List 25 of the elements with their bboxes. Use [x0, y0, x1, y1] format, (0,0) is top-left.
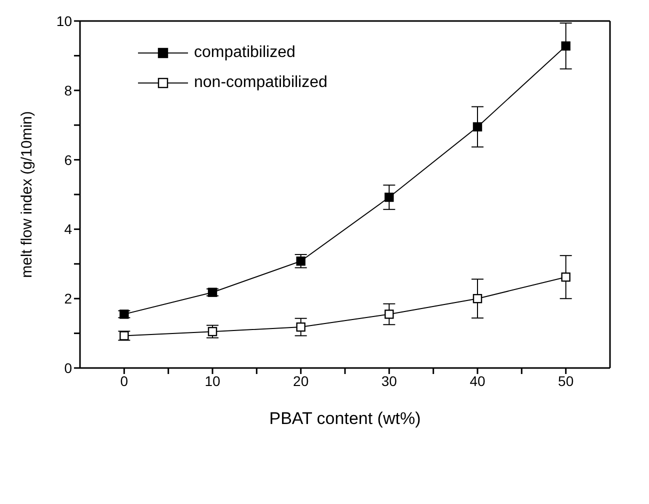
x-tick-label: 30: [381, 372, 398, 389]
point: [296, 256, 306, 266]
point: [296, 322, 306, 332]
y-tick-label: 6: [64, 152, 72, 168]
legend-label: compatibilized: [194, 44, 296, 62]
point: [120, 310, 129, 319]
y-tick-label: 2: [64, 290, 72, 307]
y-tick-label: 10: [56, 12, 72, 29]
x-tick-label: 20: [293, 372, 309, 389]
point: [384, 310, 394, 319]
y-axis-title: melt flow index (g/10min): [18, 111, 36, 278]
x-axis-title: PBAT content (wt%): [269, 409, 421, 428]
y-tick-label: 0: [64, 360, 72, 376]
x-tick-label: 10: [204, 372, 220, 389]
y-tick-label: 4: [64, 221, 72, 238]
y-tick-label: 8: [64, 82, 72, 98]
point: [384, 192, 394, 202]
point: [472, 122, 482, 132]
legend-label: non-compatibilized: [194, 74, 328, 92]
point: [561, 272, 570, 282]
x-tick-label: 0: [120, 372, 128, 389]
x-tick-label: 50: [558, 372, 574, 389]
point: [472, 294, 482, 304]
x-tick-label: 40: [470, 372, 486, 389]
point: [561, 41, 570, 51]
